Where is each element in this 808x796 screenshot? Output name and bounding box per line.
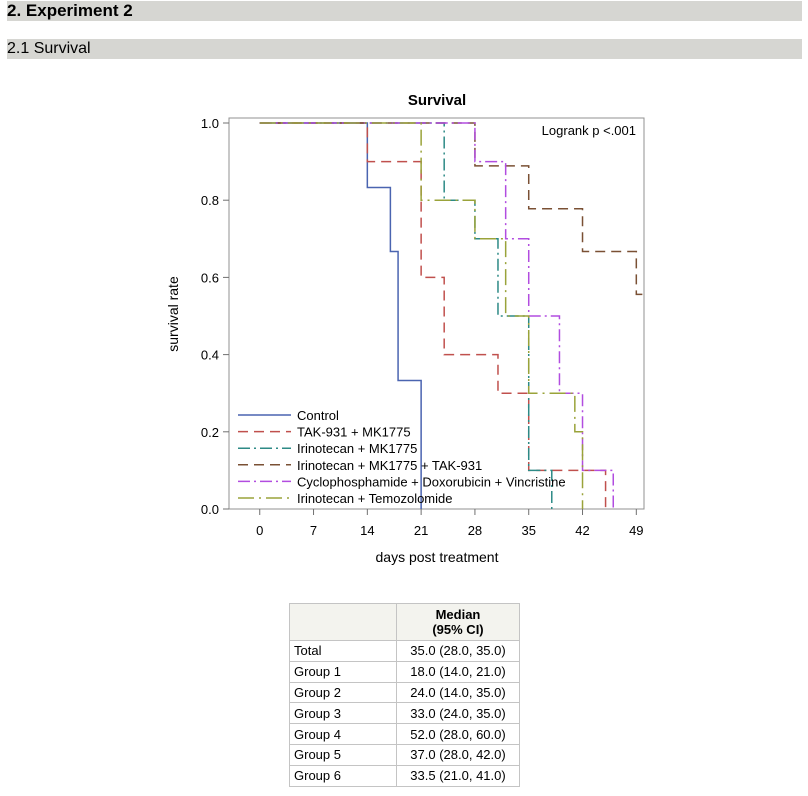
x-axis: 0 7 14 21 28 35 42 49	[256, 509, 644, 538]
table-row: Group 3 33.0 (24.0, 35.0)	[289, 702, 520, 725]
subsection-heading-text: 2.1 Survival	[7, 40, 91, 57]
table-row: Group 5 37.0 (28.0, 42.0)	[289, 743, 520, 766]
row-label: Group 1	[289, 660, 397, 683]
section-heading-experiment: 2. Experiment 2	[7, 1, 802, 21]
legend-label: Irinotecan + MK1775	[297, 441, 417, 456]
row-value: 33.0 (24.0, 35.0)	[396, 702, 520, 725]
y-axis: 0.0 0.2 0.4 0.6 0.8 1.0	[201, 116, 229, 517]
table-body: Total 35.0 (28.0, 35.0) Group 1 18.0 (14.0,…	[289, 640, 520, 787]
table-header-line1: Median	[435, 607, 481, 622]
y-tick-label: 0.4	[201, 348, 219, 363]
x-tick-label: 7	[310, 523, 317, 538]
row-value: 35.0 (28.0, 35.0)	[396, 640, 520, 662]
chart-title: Survival	[408, 92, 466, 109]
median-survival-table: Median (95% CI) Total 35.0 (28.0, 35.0) Gr…	[289, 603, 520, 787]
x-tick-label: 42	[575, 523, 589, 538]
y-tick-label: 1.0	[201, 116, 219, 131]
legend-label: Cyclophosphamide + Doxorubicin + Vincris…	[297, 474, 566, 489]
subsection-heading-survival: 2.1 Survival	[7, 39, 802, 59]
row-label: Group 4	[289, 723, 397, 745]
logrank-annotation: Logrank p <.001	[542, 123, 636, 138]
y-tick-label: 0.2	[201, 425, 219, 440]
table-header-median: Median (95% CI)	[396, 603, 520, 641]
table-row: Group 1 18.0 (14.0, 21.0)	[289, 660, 520, 683]
table-row: Group 2 24.0 (14.0, 35.0)	[289, 681, 520, 704]
x-tick-label: 0	[256, 523, 263, 538]
x-tick-label: 21	[414, 523, 428, 538]
row-label: Group 2	[289, 681, 397, 704]
row-label: Total	[289, 640, 397, 662]
table-row: Total 35.0 (28.0, 35.0)	[289, 640, 520, 662]
y-tick-label: 0.0	[201, 502, 219, 517]
x-tick-label: 14	[360, 523, 374, 538]
legend-label: Irinotecan + Temozolomide	[297, 491, 453, 506]
table-row: Group 6 33.5 (21.0, 41.0)	[289, 764, 520, 787]
x-tick-label: 35	[521, 523, 535, 538]
table-row: Group 4 52.0 (28.0, 60.0)	[289, 723, 520, 745]
x-tick-label: 49	[629, 523, 643, 538]
x-axis-label: days post treatment	[376, 549, 499, 565]
row-value: 18.0 (14.0, 21.0)	[396, 660, 520, 683]
legend-label: TAK-931 + MK1775	[297, 425, 411, 440]
y-axis-label: survival rate	[165, 276, 181, 352]
section-heading-text: 2. Experiment 2	[7, 1, 133, 20]
row-value: 33.5 (21.0, 41.0)	[396, 764, 520, 787]
survival-chart: Survival 0.0 0.2 0.4 0.6 0.8 1.0 0 7 14 21 28 35 42…	[165, 92, 645, 565]
row-value: 24.0 (14.0, 35.0)	[396, 681, 520, 704]
row-value: 52.0 (28.0, 60.0)	[396, 723, 520, 745]
series-layer	[259, 122, 644, 509]
row-label: Group 5	[289, 743, 397, 766]
y-tick-label: 0.6	[201, 270, 219, 285]
row-label: Group 3	[289, 702, 397, 725]
table-header-line2: (95% CI)	[432, 622, 484, 637]
legend-label: Control	[297, 408, 339, 423]
legend-label: Irinotecan + MK1775 + TAK-931	[297, 458, 482, 473]
series-line-5	[259, 122, 615, 509]
table-header-blank	[289, 603, 397, 641]
series-line-6	[259, 122, 584, 509]
series-line-4	[259, 122, 644, 296]
row-label: Group 6	[289, 764, 397, 787]
series-line-3	[259, 122, 553, 509]
row-value: 37.0 (28.0, 42.0)	[396, 743, 520, 766]
x-tick-label: 28	[468, 523, 482, 538]
y-tick-label: 0.8	[201, 193, 219, 208]
table-header-row: Median (95% CI)	[289, 603, 520, 641]
plot-frame	[228, 117, 645, 510]
